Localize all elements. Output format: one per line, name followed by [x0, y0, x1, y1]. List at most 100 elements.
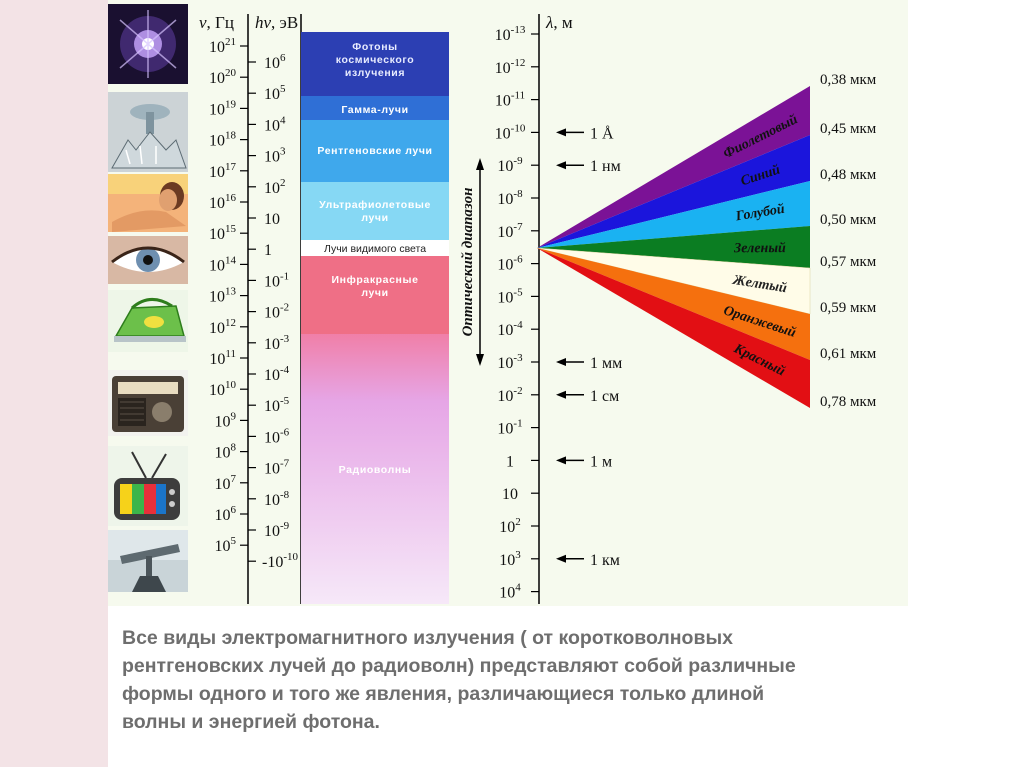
source-images-column [108, 4, 188, 592]
boundary-wavelength-label: 0,59 мкм [820, 300, 877, 316]
band-label-xray: Рентгеновские лучи [317, 145, 432, 157]
band-x-rays [301, 120, 449, 182]
energy-tick-label: -10-10 [262, 551, 298, 571]
fan-wedge [537, 181, 810, 248]
wavelength-marker-label: 1 нм [590, 158, 621, 175]
wavelength-tick-label: 10 [502, 486, 518, 503]
frequency-tick-label: 106 [215, 504, 237, 524]
eye-icon [108, 236, 188, 284]
wavelength-tick-label: 10-10 [495, 122, 526, 142]
wavelength-axis-ticks: 10-1310-1210-1110-1010-910-810-710-610-5… [495, 24, 539, 602]
band-label-radio: Радиоволны [339, 464, 412, 476]
frequency-tick-label: 1017 [209, 161, 237, 181]
frequency-tick-label: 1018 [209, 130, 237, 150]
marker-arrow-head [556, 128, 566, 137]
frequency-tick-label: 1014 [209, 254, 237, 274]
energy-tick-label: 10-9 [264, 520, 290, 540]
energy-tick-label: 10-3 [264, 333, 290, 353]
frequency-tick-label: 1016 [209, 192, 237, 212]
wavelength-tick-label: 10-13 [495, 24, 526, 44]
frequency-axis-ticks: 1021 1020 1019 1018 1017 1016 1015 1014 1013 1012… [209, 36, 248, 555]
fan-wedge [537, 226, 810, 268]
caption-line-1: Все виды электромагнитного излучения ( о… [122, 627, 733, 649]
wavelength-tick-label: 10-8 [497, 188, 523, 208]
radiation-bands [301, 32, 449, 604]
energy-tick-label: 104 [264, 114, 286, 134]
band-gamma-rays [301, 96, 449, 120]
wavelength-marker-label: 1 м [590, 453, 612, 470]
caption-line-2: рентгеновских лучей до радиоволн) предст… [122, 655, 796, 677]
frequency-tick-label: 1010 [209, 379, 237, 399]
fan-wedge [537, 86, 810, 248]
frequency-tick-label: 108 [215, 442, 237, 462]
visible-spectrum-fan [536, 86, 811, 408]
band-cosmic-rays [301, 32, 449, 96]
optical-range-bracket: Оптический диапазон [460, 158, 484, 366]
wavelength-tick-label: 1 [506, 453, 514, 470]
wavelength-tick-label: 10-5 [497, 286, 523, 306]
frequency-tick-label: 1012 [209, 317, 236, 337]
boundary-wavelength-label: 0,38 мкм [820, 72, 877, 88]
frequency-tick-label: 1013 [209, 286, 237, 306]
boundary-wavelength-label: 0,61 мкм [820, 346, 877, 362]
energy-tick-label: 10 [264, 211, 280, 228]
caption-line-4: волны и энергией фотона. [122, 711, 380, 733]
x-ray-tube-icon [108, 92, 188, 172]
energy-tick-label: 10-2 [264, 302, 289, 322]
iron-icon [108, 290, 188, 352]
wavelength-tick-label: 10-9 [497, 155, 523, 175]
frequency-tick-label: 107 [215, 473, 237, 493]
wavelength-marker-label: 1 см [590, 388, 619, 405]
frequency-axis-header: ν, Гц [199, 13, 234, 32]
band-ultraviolet [301, 182, 449, 240]
wavelength-axis-header: λ, м [545, 13, 573, 32]
fan-wedge [537, 135, 810, 248]
energy-tick-label: 10-4 [264, 364, 290, 384]
wavelength-tick-label: 10-11 [495, 90, 525, 110]
frequency-tick-label: 105 [215, 535, 237, 555]
energy-tick-label: 10-8 [264, 489, 290, 509]
energy-tick-label: 103 [264, 146, 286, 166]
wavelength-tick-label: 10-1 [497, 418, 522, 438]
marker-arrow-head [556, 390, 566, 399]
sunbathing-woman-icon [108, 174, 188, 232]
wavelength-tick-label: 10-3 [497, 352, 523, 372]
fan-color-label: Зеленый [733, 241, 786, 256]
energy-tick-label: 10-5 [264, 395, 290, 415]
wavelength-tick-label: 10-7 [497, 221, 523, 241]
frequency-tick-label: 1020 [209, 67, 237, 87]
band-label-gamma: Гамма-лучи [341, 104, 408, 116]
caption-text: Все виды электромагнитного излучения ( о… [122, 624, 1002, 736]
energy-tick-label: 10-7 [264, 458, 290, 478]
energy-tick-label: 105 [264, 83, 286, 103]
energy-tick-label: 1 [264, 242, 272, 259]
energy-axis-header: hν, эВ [255, 13, 298, 32]
wavelength-unit-markers: 1 Å 1 нм 1 мм 1 см 1 м 1 км [556, 124, 622, 569]
radar-antenna-icon [108, 530, 188, 592]
wavelength-marker-label: 1 Å [590, 124, 614, 142]
band-radio-waves [301, 334, 449, 604]
galaxy-icon [108, 4, 188, 84]
marker-arrow-head [556, 161, 566, 170]
frequency-tick-label: 1011 [209, 348, 236, 368]
visible-spectrum-boundaries: 0,38 мкм 0,45 мкм 0,48 мкм 0,50 мкм 0,57 мкм… [820, 72, 877, 410]
band-label-visible: Лучи видимого света [324, 243, 426, 255]
energy-axis-ticks: 10610510410310210110-110-210-310-410-510… [248, 52, 298, 571]
frequency-tick-label: 1019 [209, 98, 237, 118]
wavelength-tick-label: 102 [499, 516, 521, 536]
wavelength-marker-label: 1 км [590, 552, 620, 569]
energy-tick-label: 10-6 [264, 426, 290, 446]
boundary-wavelength-label: 0,48 мкм [820, 167, 877, 183]
boundary-wavelength-label: 0,50 мкм [820, 212, 877, 228]
band-infrared [301, 256, 449, 334]
band-label-cosmic: Фотоны космического излучения [336, 41, 414, 79]
frequency-tick-label: 1015 [209, 223, 237, 243]
left-margin-strip [0, 0, 108, 767]
boundary-wavelength-label: 0,57 мкм [820, 254, 877, 270]
wavelength-tick-label: 104 [499, 582, 521, 602]
band-label-ultraviolet: Ультрафиолетовые лучи [319, 199, 431, 224]
boundary-wavelength-label: 0,45 мкм [820, 121, 877, 137]
marker-arrow-head [556, 554, 566, 563]
wavelength-tick-label: 10-2 [497, 385, 522, 405]
boundary-wavelength-label: 0,78 мкм [820, 394, 877, 410]
